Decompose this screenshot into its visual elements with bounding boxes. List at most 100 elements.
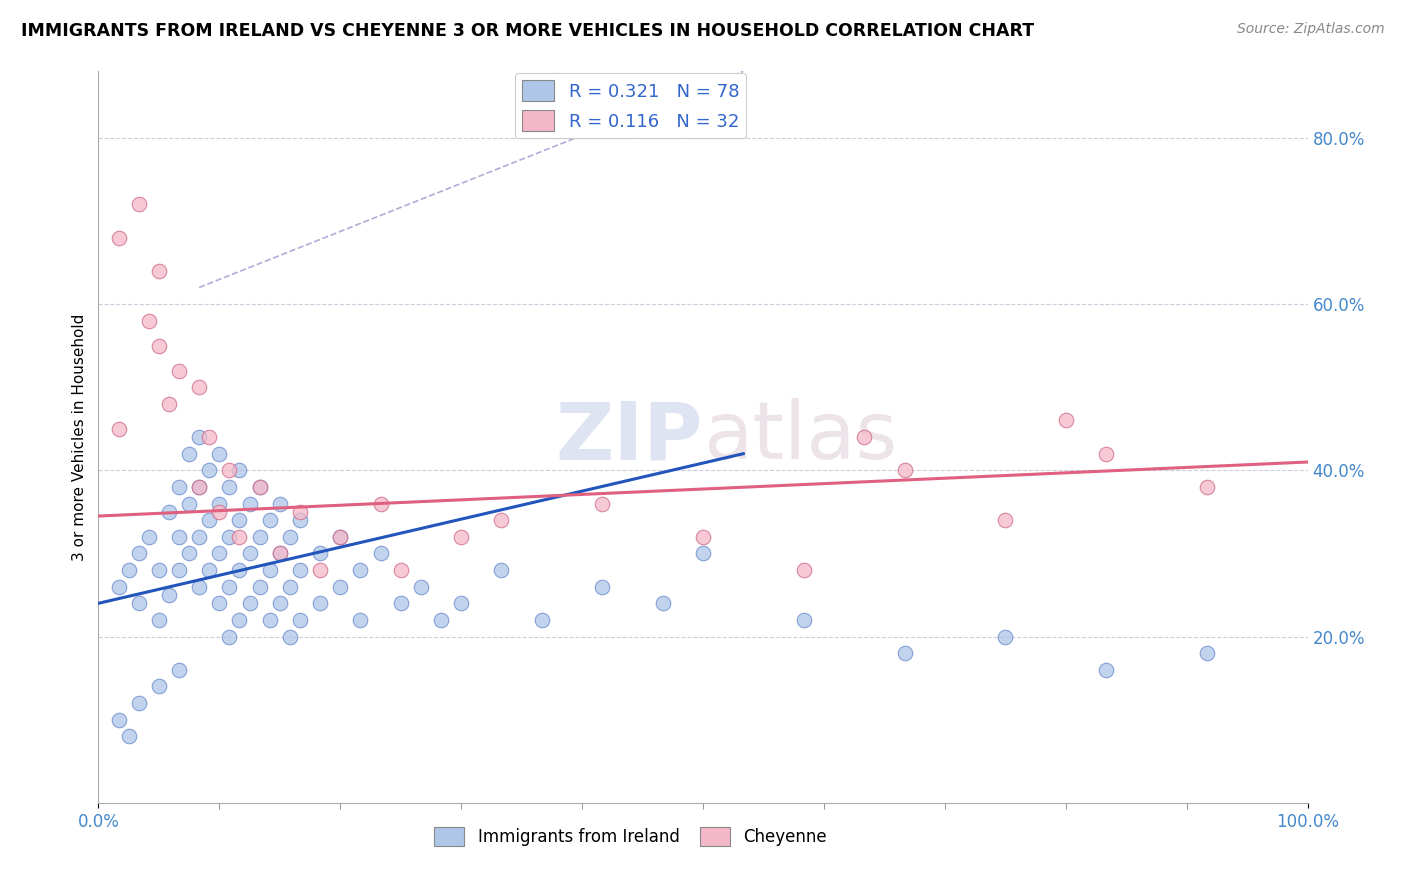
Point (409, 580, 432, 594)
Point (269, 546, 291, 560)
Point (239, 596, 262, 610)
Point (389, 563, 412, 577)
Point (188, 580, 211, 594)
Point (128, 197, 150, 211)
Point (198, 463, 221, 477)
Point (157, 588, 180, 602)
Y-axis label: 3 or more Vehicles in Household: 3 or more Vehicles in Household (72, 313, 87, 561)
Point (107, 580, 129, 594)
Point (208, 505, 231, 519)
Point (1054, 413, 1077, 427)
Point (329, 580, 352, 594)
Point (228, 613, 250, 627)
Point (198, 563, 221, 577)
Point (259, 563, 281, 577)
Point (157, 397, 180, 411)
Point (793, 613, 815, 627)
Point (1095, 447, 1118, 461)
Point (591, 497, 613, 511)
Point (167, 663, 190, 677)
Point (893, 646, 915, 660)
Point (269, 546, 291, 560)
Legend: Immigrants from Ireland, Cheyenne: Immigrants from Ireland, Cheyenne (427, 821, 834, 853)
Point (692, 546, 714, 560)
Point (107, 422, 129, 436)
Point (491, 563, 513, 577)
Point (188, 380, 211, 394)
Point (128, 696, 150, 710)
Point (309, 596, 332, 610)
Point (269, 596, 291, 610)
Point (157, 505, 180, 519)
Text: IMMIGRANTS FROM IRELAND VS CHEYENNE 3 OR MORE VEHICLES IN HOUSEHOLD CORRELATION : IMMIGRANTS FROM IRELAND VS CHEYENNE 3 OR… (21, 22, 1035, 40)
Point (239, 497, 262, 511)
Point (893, 463, 915, 477)
Point (249, 480, 271, 494)
Point (349, 613, 371, 627)
Point (228, 513, 250, 527)
Point (148, 563, 170, 577)
Point (179, 546, 201, 560)
Text: ZIP: ZIP (555, 398, 703, 476)
Point (218, 630, 240, 644)
Point (288, 563, 311, 577)
Point (309, 546, 332, 560)
Point (853, 430, 876, 444)
Point (349, 563, 371, 577)
Point (793, 563, 815, 577)
Text: Source: ZipAtlas.com: Source: ZipAtlas.com (1237, 22, 1385, 37)
Point (994, 513, 1017, 527)
Point (1195, 646, 1218, 660)
Point (591, 580, 613, 594)
Point (208, 596, 231, 610)
Point (118, 563, 141, 577)
Point (107, 713, 129, 727)
Point (128, 546, 150, 560)
Point (167, 363, 190, 377)
Point (228, 463, 250, 477)
Point (278, 630, 301, 644)
Point (167, 563, 190, 577)
Point (208, 447, 231, 461)
Point (148, 264, 170, 278)
Point (651, 596, 673, 610)
Point (188, 530, 211, 544)
Point (148, 613, 170, 627)
Point (1095, 663, 1118, 677)
Point (259, 513, 281, 527)
Point (269, 497, 291, 511)
Point (259, 613, 281, 627)
Point (218, 530, 240, 544)
Point (218, 580, 240, 594)
Point (450, 530, 472, 544)
Point (491, 513, 513, 527)
Point (218, 480, 240, 494)
Point (188, 430, 211, 444)
Text: atlas: atlas (703, 398, 897, 476)
Point (118, 729, 141, 743)
Point (692, 530, 714, 544)
Point (370, 497, 392, 511)
Point (128, 596, 150, 610)
Point (1195, 480, 1218, 494)
Point (179, 447, 201, 461)
Point (329, 530, 352, 544)
Point (208, 546, 231, 560)
Point (107, 230, 129, 244)
Point (288, 513, 311, 527)
Point (167, 480, 190, 494)
Point (138, 530, 160, 544)
Point (249, 480, 271, 494)
Point (288, 505, 311, 519)
Point (167, 530, 190, 544)
Point (450, 596, 472, 610)
Point (530, 613, 553, 627)
Point (148, 338, 170, 352)
Point (278, 530, 301, 544)
Point (228, 530, 250, 544)
Point (249, 580, 271, 594)
Point (370, 546, 392, 560)
Point (138, 314, 160, 328)
Point (208, 497, 231, 511)
Point (218, 463, 240, 477)
